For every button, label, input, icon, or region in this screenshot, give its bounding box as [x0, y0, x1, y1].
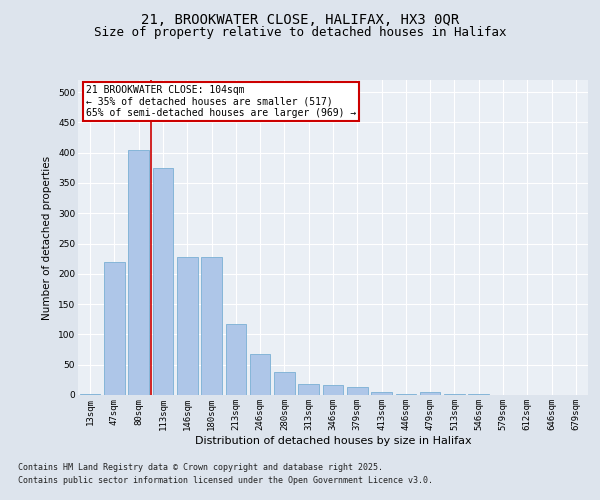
Bar — [274, 372, 295, 395]
Bar — [395, 394, 416, 395]
Y-axis label: Number of detached properties: Number of detached properties — [43, 156, 52, 320]
Bar — [347, 387, 368, 395]
Bar — [201, 257, 222, 395]
Bar — [104, 262, 125, 395]
X-axis label: Distribution of detached houses by size in Halifax: Distribution of detached houses by size … — [194, 436, 472, 446]
Bar — [420, 392, 440, 395]
Text: Contains public sector information licensed under the Open Government Licence v3: Contains public sector information licen… — [18, 476, 433, 485]
Bar — [469, 394, 489, 395]
Bar — [80, 394, 100, 395]
Bar — [298, 384, 319, 395]
Bar — [177, 257, 197, 395]
Text: Size of property relative to detached houses in Halifax: Size of property relative to detached ho… — [94, 26, 506, 39]
Bar — [250, 354, 271, 395]
Bar — [444, 394, 465, 395]
Bar — [152, 168, 173, 395]
Bar — [226, 324, 246, 395]
Bar — [323, 384, 343, 395]
Bar — [128, 150, 149, 395]
Text: 21, BROOKWATER CLOSE, HALIFAX, HX3 0QR: 21, BROOKWATER CLOSE, HALIFAX, HX3 0QR — [141, 12, 459, 26]
Text: 21 BROOKWATER CLOSE: 104sqm
← 35% of detached houses are smaller (517)
65% of se: 21 BROOKWATER CLOSE: 104sqm ← 35% of det… — [86, 84, 356, 118]
Text: Contains HM Land Registry data © Crown copyright and database right 2025.: Contains HM Land Registry data © Crown c… — [18, 462, 383, 471]
Bar — [371, 392, 392, 395]
